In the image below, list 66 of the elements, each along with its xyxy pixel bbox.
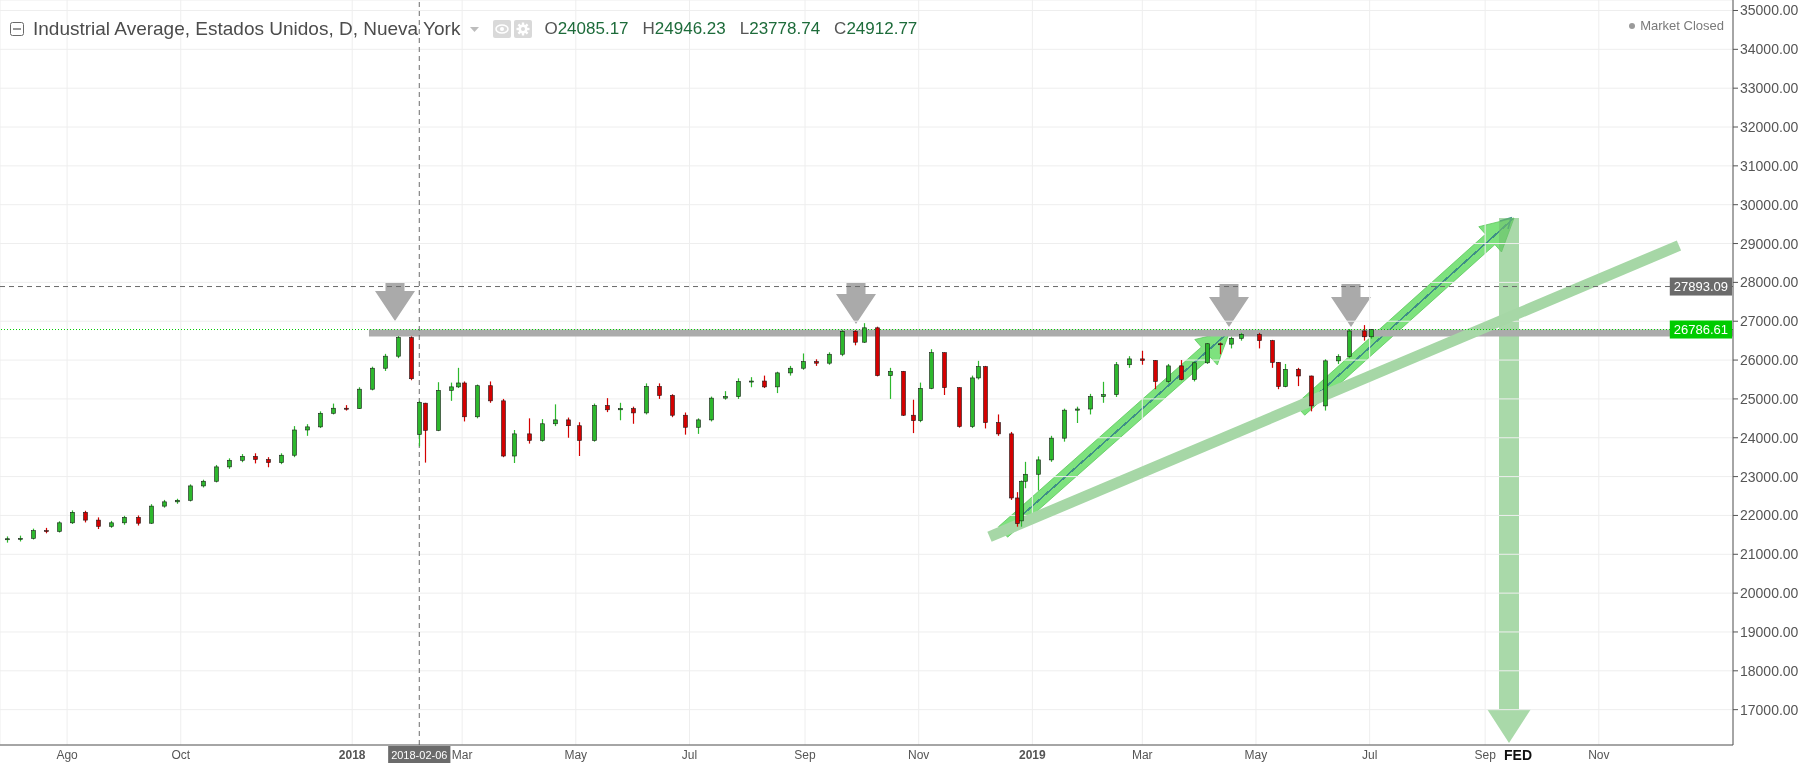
ref-line-label: 26786.61 (1673, 322, 1728, 338)
text: Industrial Average, Estados Unidos, D, Nueva York (33, 18, 461, 40)
y-tick-label: 24000.00 (1740, 429, 1799, 446)
candlestick (553, 403, 558, 427)
candlestick (911, 399, 916, 434)
candlestick (577, 421, 582, 457)
x-tick-label: Nov (1588, 748, 1610, 762)
x-tick-label: Mar (451, 748, 473, 762)
candlestick (1049, 435, 1054, 463)
y-tick-label: 22000.00 (1740, 507, 1799, 524)
y-tick-label: 27000.00 (1740, 313, 1799, 330)
candlestick (449, 382, 454, 402)
text: FED (1504, 747, 1532, 763)
candlestick (1088, 393, 1093, 416)
y-tick-label: 35000.00 (1740, 2, 1799, 19)
candlestick (1153, 359, 1158, 390)
x-tick-label: Oct (171, 748, 191, 762)
candlestick (888, 367, 893, 400)
y-tick-label: 31000.00 (1740, 157, 1799, 174)
y-tick-label: 33000.00 (1740, 80, 1799, 97)
y-tick-label: 21000.00 (1740, 546, 1799, 563)
y-tick-label: 29000.00 (1740, 235, 1799, 252)
y-tick-label: 34000.00 (1740, 41, 1799, 58)
candlestick (683, 411, 688, 436)
y-tick-label: 18000.00 (1740, 662, 1799, 679)
y-tick-label: 17000.00 (1740, 701, 1799, 718)
y-tick-label: 25000.00 (1740, 390, 1799, 407)
x-tick-label: Jul (681, 748, 698, 762)
x-tick-label: Sep (794, 748, 816, 762)
x-tick-label: Mar (1131, 748, 1153, 762)
y-tick-label: 32000.00 (1740, 119, 1799, 136)
x-tick-label: 2018 (338, 748, 366, 762)
y-tick-label: 23000.00 (1740, 468, 1799, 485)
candlestick (1192, 361, 1197, 383)
candlestick (1166, 363, 1171, 384)
y-tick-label: 30000.00 (1740, 196, 1799, 213)
candlestick (527, 417, 532, 445)
ref-line-label: 2018-02-06 (391, 748, 448, 761)
y-tick-label: 20000.00 (1740, 585, 1799, 602)
x-tick-label: Sep (1474, 748, 1497, 762)
candlestick (488, 380, 493, 404)
y-tick-label: 26000.00 (1740, 352, 1799, 369)
candlestick (396, 335, 401, 359)
candlestick (566, 416, 571, 439)
x-tick-label: Ago (56, 748, 79, 762)
candlestick (996, 413, 1001, 437)
x-tick-label: May (1244, 748, 1268, 762)
candlestick (1101, 381, 1106, 404)
candlestick (540, 418, 545, 443)
candlestick (736, 377, 741, 400)
ref-line-label: 27893.09 (1673, 279, 1728, 295)
candlestick (862, 322, 867, 344)
x-tick-label: Jul (1361, 748, 1378, 762)
candlestick (512, 429, 517, 464)
y-tick-label: 28000.00 (1740, 274, 1799, 291)
candlestick (1296, 367, 1301, 387)
text: O24085.17 H24946.23 L23778.74 C24912.77 (544, 19, 918, 38)
candlestick (840, 329, 845, 357)
x-tick-label: 2019 (1018, 748, 1047, 762)
candlestick (149, 503, 154, 525)
y-tick-label: 19000.00 (1740, 623, 1799, 640)
candlestick (1036, 455, 1041, 492)
x-tick-label: Nov (908, 748, 930, 762)
candlestick (670, 393, 675, 418)
annotation: Market Closed (1640, 18, 1724, 33)
x-tick-label: May (564, 748, 588, 762)
